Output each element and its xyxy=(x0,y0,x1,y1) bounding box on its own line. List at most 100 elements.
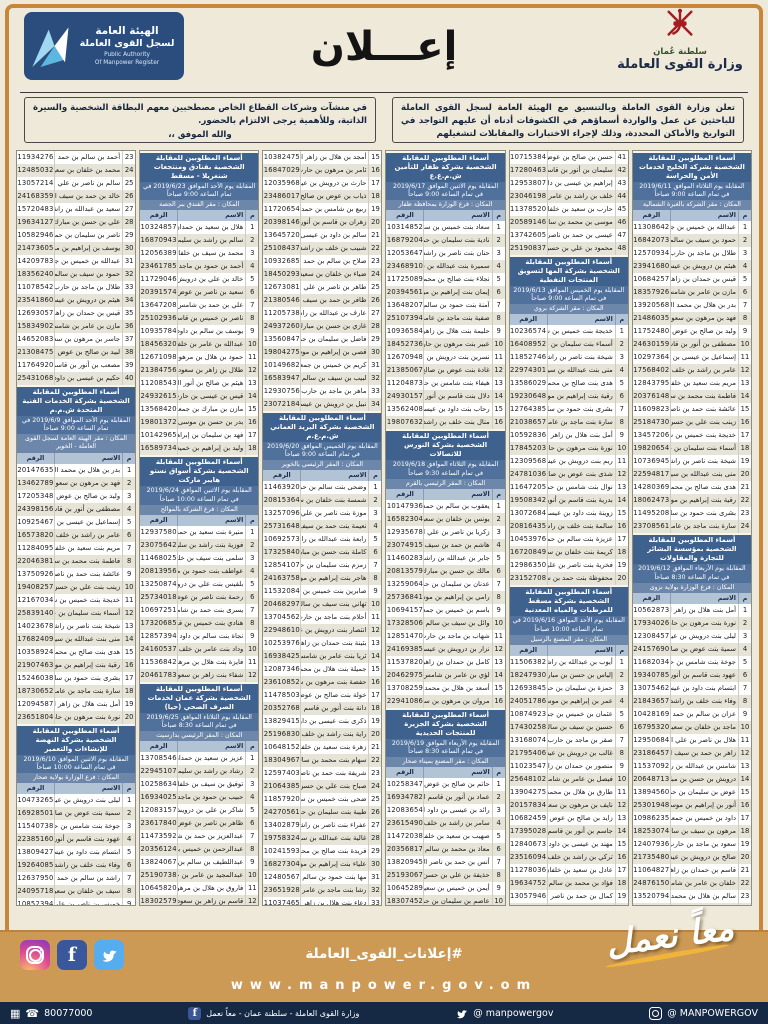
row-serial: 16 xyxy=(617,522,627,531)
row-serial: 8 xyxy=(496,592,501,601)
row-civil-id: 13820945 xyxy=(386,856,425,870)
row-name: سعاد بنت خميس بن سعيد الغافرية xyxy=(424,221,493,235)
row-name: هلال بن سعيد بن حمدان المحروقي xyxy=(178,221,247,235)
row-serial: 14 xyxy=(247,392,257,401)
row-name: نجلاء بنت صالح بن محمد الفارسية xyxy=(424,273,493,287)
row-name: قاسم بن حمدان بن زاهر النبهاني xyxy=(671,863,739,877)
row-civil-id: 19634752 xyxy=(510,876,548,890)
row-name: محفوظة بنت حمد بن سيف المعمرية xyxy=(548,572,616,586)
row-serial: 19 xyxy=(617,891,627,900)
serial-label: م xyxy=(249,211,255,220)
row-name: طارق بن هلال بن محمد الرواحي xyxy=(548,785,616,799)
row-serial: 13 xyxy=(494,657,503,666)
section-header: أسماء المطلوبين للمقابلة الشخصية بشركة ا… xyxy=(16,725,136,784)
row-name: وفاء بنت خلف بن راشد المقبالية xyxy=(55,859,124,873)
ministry-logo-block: سلطنة عُمان وزارة القوى العاملة xyxy=(614,8,746,88)
row-serial: 15 xyxy=(740,405,750,414)
row-name: عائشة بنت حمد بن ناصر المعمرية xyxy=(671,403,739,417)
row-serial: 32 xyxy=(371,886,380,895)
row-name: أمل بنت هلال بن زاهر الرواحية xyxy=(548,429,616,443)
row-civil-id: 16847029 xyxy=(263,164,302,177)
row-civil-id: 21843657 xyxy=(633,694,671,708)
row-name: وائل بن سيف بن سالم العبري xyxy=(424,616,493,630)
civil-id-label: الرقم المدني xyxy=(386,488,425,509)
facebook-mini-icon: f xyxy=(188,1006,202,1020)
section-header-line: أسماء المطلوبين للمقابلة الشخصية بشركة ا… xyxy=(16,387,136,416)
row-civil-id: 25734018 xyxy=(140,590,179,604)
row-serial: 7 xyxy=(496,858,501,867)
row-civil-id: 10645289 xyxy=(386,882,425,896)
row-serial: 4 xyxy=(126,504,132,513)
row-name: صالح بن درويش بن عيسى اللواتي xyxy=(671,850,739,864)
row-civil-id: 10453976 xyxy=(510,533,548,547)
row-civil-id: 10715384 xyxy=(510,151,548,164)
row-name: غالب بن درويش بن عيسى اللواتي xyxy=(548,746,616,760)
row-name: ابتسام بنت داود بن عيسى العجمية xyxy=(55,846,124,860)
row-civil-id: 10297364 xyxy=(633,351,671,365)
row-civil-id: 22945107 xyxy=(140,765,179,779)
row-civil-id: 12308457 xyxy=(633,629,671,643)
row-name: شبيب بن خلف بن راشد المقبالي xyxy=(301,242,370,255)
section-header-line: المقابلة يوم الاثنين الموافق 2019/6/24 ف… xyxy=(140,486,259,505)
row-name: صقر بن ماجد بن حارب السعدي xyxy=(548,733,616,747)
row-name: منال بنت خلف بن راشد المقبالية xyxy=(424,416,493,430)
row-civil-id: 10684257 xyxy=(633,273,671,287)
row-serial: 4 xyxy=(496,819,501,828)
section-header-line: المقابلة يوم الخميس الموافق 2019/6/20 في… xyxy=(263,441,382,461)
row-name: آمنة بنت حمود بن سالم النبهانية xyxy=(424,299,493,313)
row-civil-id: 16928501 xyxy=(17,807,55,821)
row-name: نورة بنت مرهون بن حارب الجابرية xyxy=(55,710,124,724)
keypad-icon: ▦ xyxy=(10,1006,21,1020)
row-serial: 8 xyxy=(496,871,501,880)
name-label: الاسم xyxy=(55,783,124,795)
civil-id-label: الرقم المدني xyxy=(263,470,302,490)
row-name: محمد بن خلفان بن سعيد المقبالي xyxy=(55,164,124,177)
row-serial: 8 xyxy=(619,418,624,427)
row-civil-id: 11284095 xyxy=(17,541,55,555)
row-civil-id: 18356240 xyxy=(17,268,55,281)
serial-label: م xyxy=(619,645,625,654)
row-name: شذى بنت عوض بن صالح الشحرية xyxy=(548,468,616,482)
row-civil-id: 19408257 xyxy=(17,580,55,594)
name-label: الاسم xyxy=(424,488,493,500)
row-name: خولة بنت صالح بن عوض الشحرية xyxy=(301,689,370,703)
row-serial: 7 xyxy=(619,735,624,744)
row-civil-id: 11478503 xyxy=(263,689,302,703)
phone-group: ▦ ☎ 80077000 xyxy=(10,1008,92,1019)
row-serial: 7 xyxy=(742,301,748,310)
row-name: قيس بن حمدان بن زاهر النبهاني xyxy=(55,307,124,320)
row-serial: 1 xyxy=(496,223,501,232)
row-civil-id: 11205738 xyxy=(263,307,302,320)
row-name: راشد بن سالم بن حمد الهنائي xyxy=(55,872,124,886)
row-serial: 5 xyxy=(250,579,255,588)
section-header-line: المكان : مقر المصنع بميناء صحار xyxy=(386,757,505,768)
row-serial: 16 xyxy=(124,660,134,669)
row-serial: 38 xyxy=(124,348,134,356)
row-serial: 10 xyxy=(371,600,380,609)
row-name: شهاب بن ماجد بن حارب السعدي xyxy=(424,629,493,643)
row-serial: 20 xyxy=(740,852,750,861)
row-name: منى بنت عبدالله بن سيف السعدية xyxy=(55,632,124,646)
row-serial: 21 xyxy=(371,743,380,752)
row-name: حكيم بن عيسى بن داود العجمي xyxy=(55,372,124,385)
row-serial: 27 xyxy=(371,821,380,830)
